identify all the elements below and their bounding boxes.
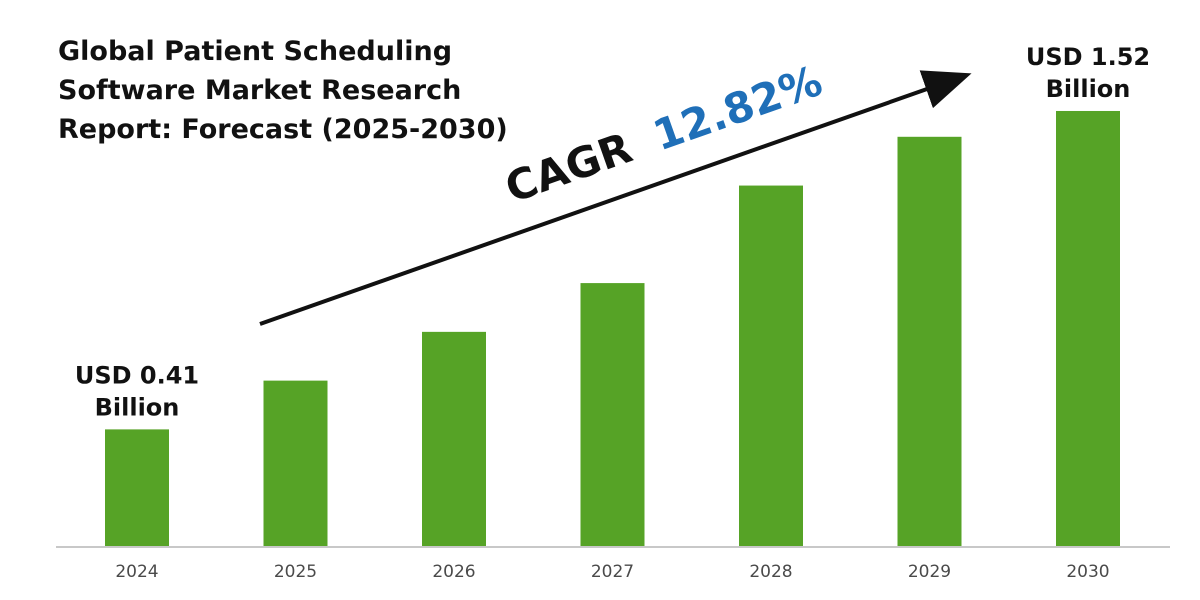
- x-tick-2030: 2030: [1066, 562, 1109, 582]
- x-axis-ticks: 2024 2025 2026 2027 2028 2029 2030: [115, 562, 1109, 582]
- x-tick-2024: 2024: [115, 562, 158, 582]
- x-tick-2027: 2027: [591, 562, 634, 582]
- bar-2029: [897, 136, 962, 547]
- bar-2026: [422, 331, 486, 547]
- data-label-2030-line-2: Billion: [1046, 75, 1131, 103]
- bar-2030: [1056, 110, 1120, 547]
- data-label-2030-line-1: USD 1.52: [1026, 43, 1150, 71]
- chart-title-line-2: Software Market Research: [58, 75, 461, 106]
- chart-title-line-3: Report: Forecast (2025-2030): [58, 114, 508, 145]
- growth-arrow: [259, 70, 972, 326]
- x-tick-2029: 2029: [908, 562, 951, 582]
- bar-2028: [739, 185, 803, 547]
- x-tick-2026: 2026: [432, 562, 475, 582]
- bar-2024: [105, 429, 169, 547]
- cagr-value: 12.82%: [647, 56, 828, 160]
- bars-layer: [105, 110, 1120, 547]
- data-label-2024-line-1: USD 0.41: [75, 361, 199, 389]
- x-tick-2028: 2028: [749, 562, 792, 582]
- bar-2027: [580, 283, 645, 547]
- x-tick-2025: 2025: [274, 562, 317, 582]
- bar-2025: [263, 380, 328, 547]
- chart-title-line-1: Global Patient Scheduling: [58, 36, 452, 67]
- data-labels: USD 0.41 Billion USD 1.52 Billion: [75, 43, 1150, 421]
- data-label-2024-line-2: Billion: [95, 393, 180, 421]
